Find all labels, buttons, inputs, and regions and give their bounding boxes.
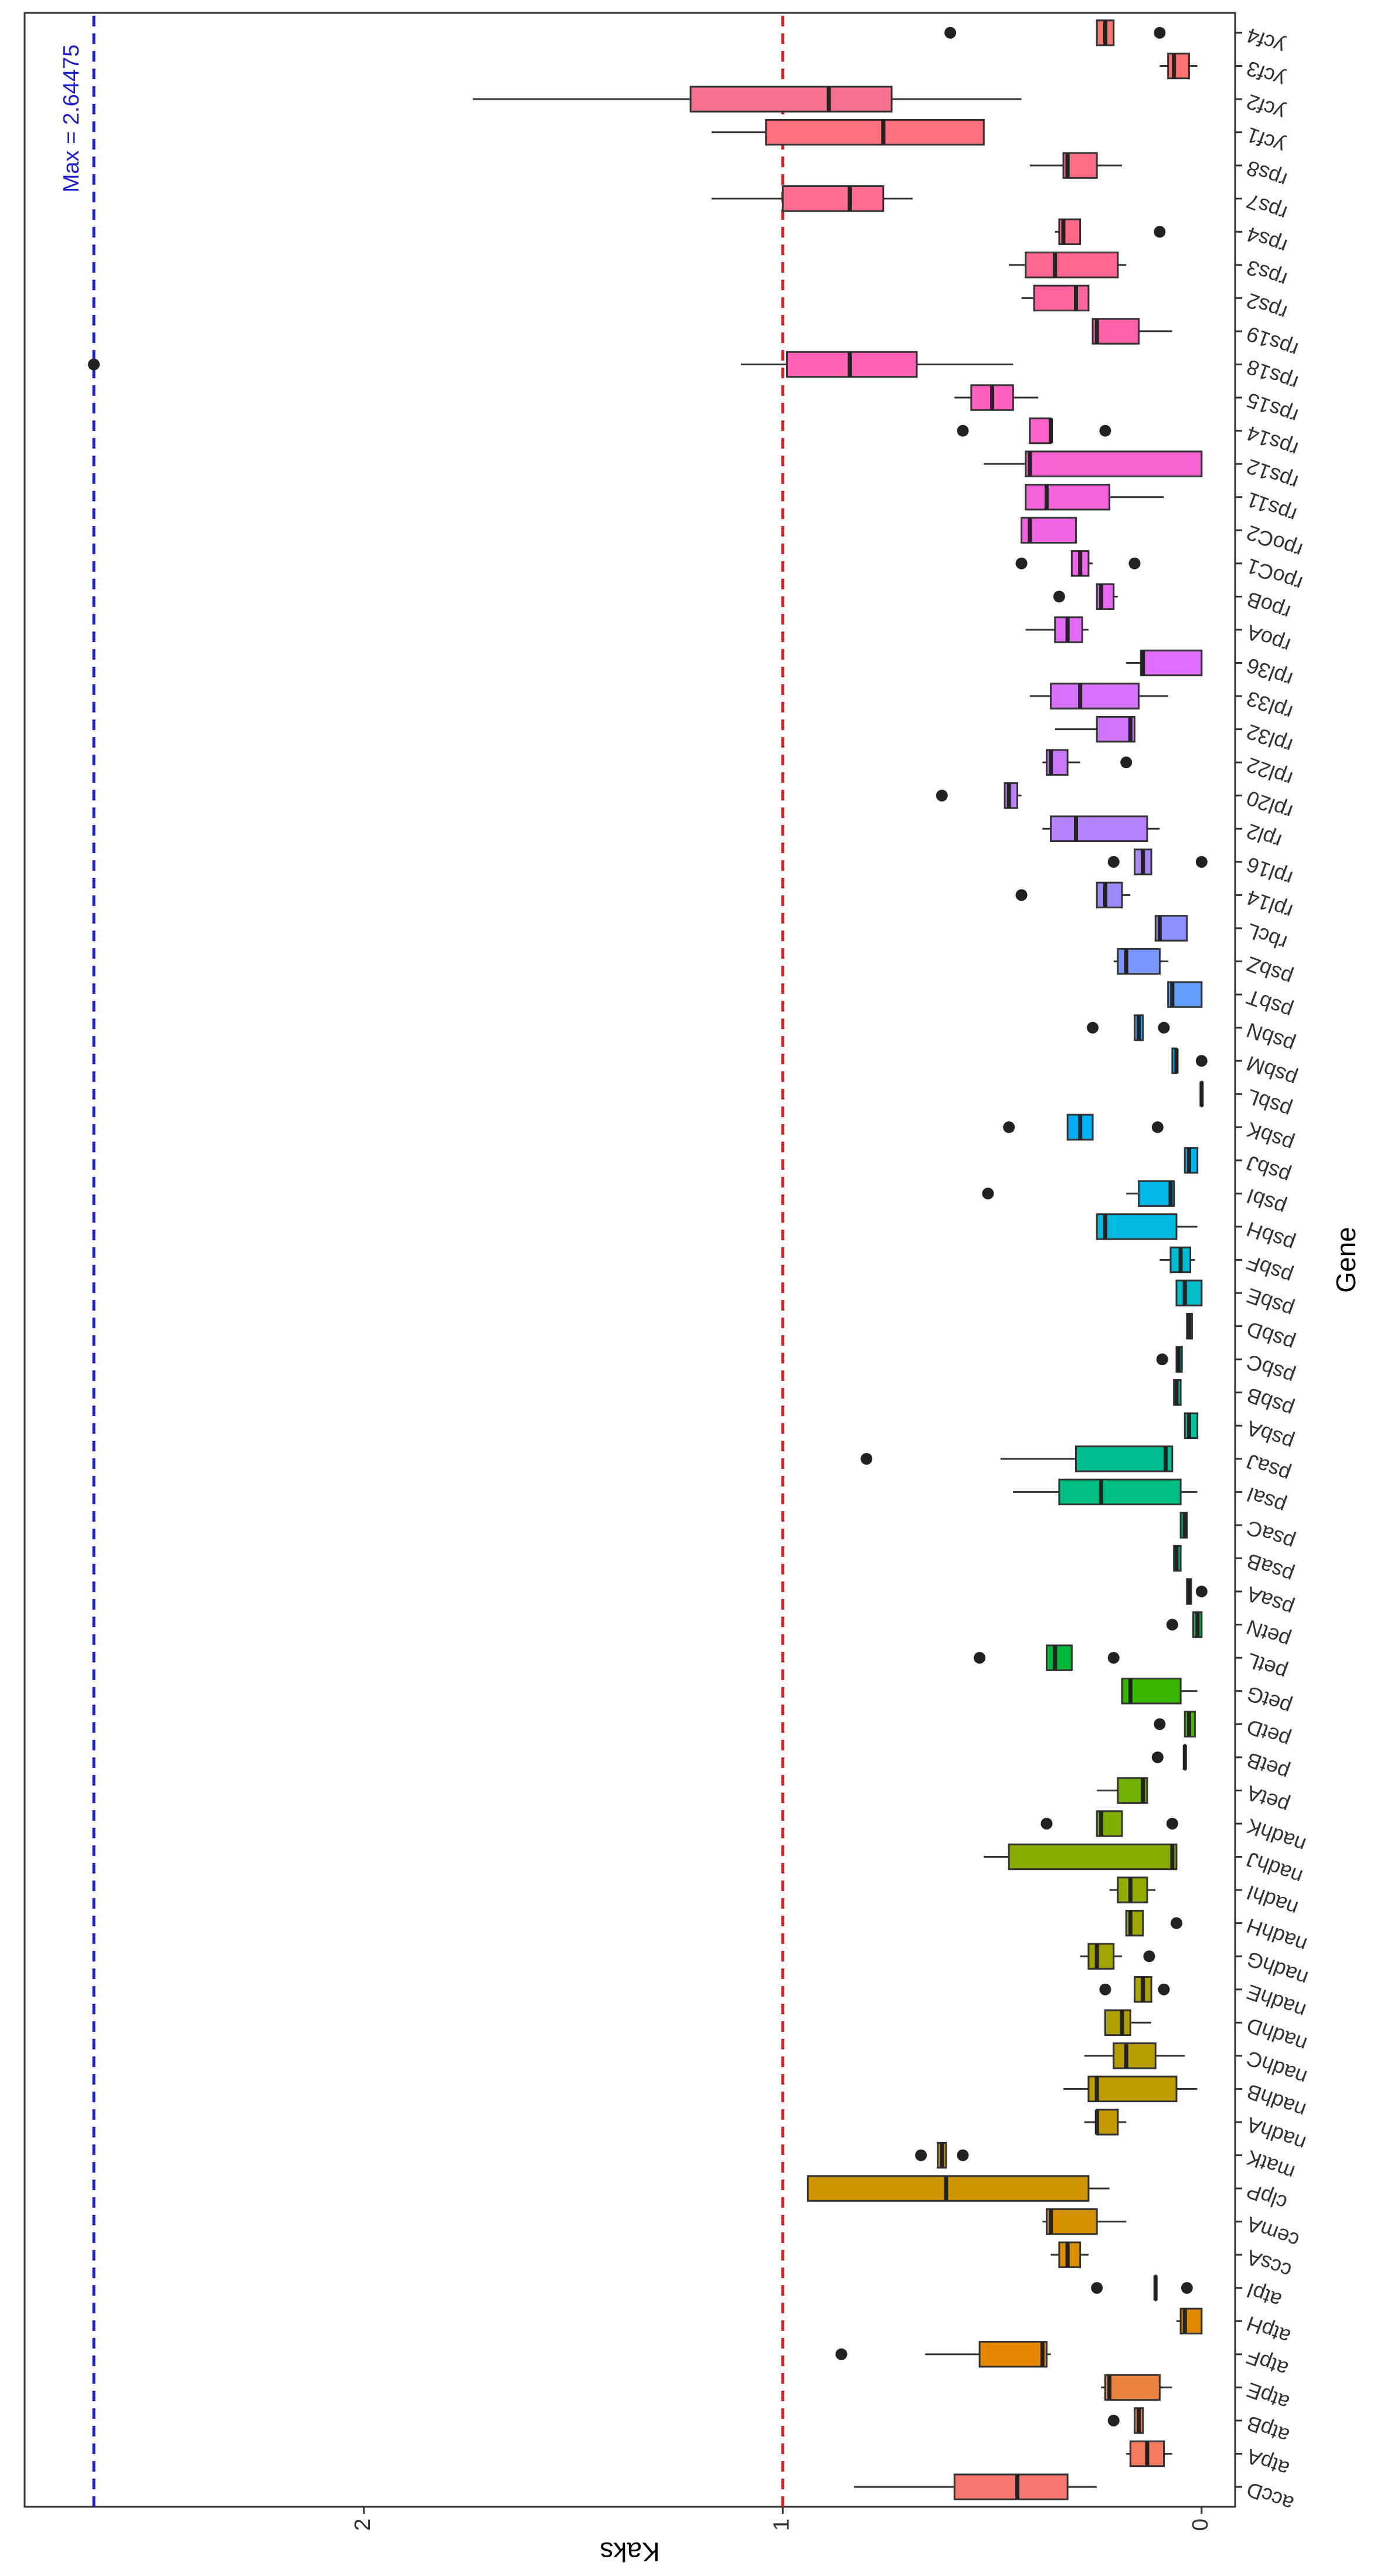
box (978, 2341, 1048, 2368)
outlier (1166, 1817, 1178, 1830)
box (1096, 2109, 1119, 2136)
outlier (957, 2149, 969, 2161)
outlier (1154, 26, 1166, 39)
outlier (1015, 557, 1028, 569)
box (807, 2175, 1090, 2202)
outlier (1099, 425, 1111, 437)
outlier (1040, 1817, 1053, 1830)
box (1121, 1678, 1182, 1705)
outlier (1195, 856, 1208, 868)
outlier (1143, 1950, 1155, 1963)
box (1167, 981, 1203, 1008)
outlier (1151, 1121, 1164, 1133)
box (1117, 1876, 1148, 1903)
box (689, 86, 893, 113)
box (1033, 284, 1090, 312)
outlier (957, 425, 969, 437)
box (1175, 1279, 1203, 1306)
outlier (1120, 756, 1133, 769)
box (1091, 318, 1140, 345)
box (1025, 484, 1111, 511)
outlier (1156, 1353, 1168, 1366)
box (1184, 1147, 1199, 1174)
outlier (1107, 2414, 1120, 2426)
box (1008, 1843, 1178, 1871)
outlier (1053, 590, 1065, 603)
outlier (982, 1187, 994, 1200)
box (1050, 815, 1148, 842)
box (1096, 715, 1136, 743)
box (1140, 649, 1203, 677)
outlier (974, 1652, 986, 1664)
box (1050, 683, 1140, 710)
max-label: Max = 2.64475 (59, 45, 84, 192)
box (1045, 1644, 1073, 1671)
outlier (1195, 1586, 1208, 1598)
box (1058, 2241, 1082, 2268)
outlier (1154, 226, 1166, 238)
box (1117, 1777, 1148, 1804)
y-tick-label: 2 (351, 2519, 375, 2531)
outlier (1151, 1751, 1164, 1763)
box (1104, 2009, 1131, 2036)
box (1021, 517, 1077, 544)
box (785, 351, 918, 378)
box (1117, 948, 1161, 975)
outlier (1107, 1652, 1120, 1664)
outlier (1158, 1021, 1170, 1034)
outlier (944, 26, 957, 39)
box (1096, 1213, 1178, 1240)
box (1025, 450, 1203, 477)
box (1096, 881, 1123, 909)
box (1058, 1478, 1182, 1506)
box (1096, 1810, 1123, 1837)
box (1167, 52, 1190, 80)
outlier (1154, 1718, 1166, 1730)
outlier (1195, 1055, 1208, 1067)
box (1087, 1943, 1115, 1970)
outlier (861, 1452, 873, 1465)
outlier (1099, 1983, 1111, 1995)
box (1062, 152, 1098, 179)
box (1184, 1412, 1199, 1439)
box (1138, 1180, 1175, 1207)
outlier (1015, 889, 1028, 901)
box (1004, 782, 1018, 809)
box (1154, 915, 1188, 942)
box (1104, 2374, 1161, 2401)
outlier (1181, 2282, 1193, 2294)
outlier (835, 2348, 848, 2360)
box (1113, 2042, 1157, 2069)
box (781, 185, 885, 212)
outlier (88, 358, 100, 371)
outlier (915, 2149, 927, 2161)
box (765, 118, 985, 146)
box (1045, 2208, 1098, 2235)
y-tick-label: 0 (1188, 2519, 1213, 2531)
outlier (1128, 557, 1141, 569)
outlier (1107, 856, 1120, 868)
box (953, 2473, 1069, 2500)
box (1087, 2075, 1178, 2103)
outlier (1087, 1021, 1099, 1034)
y-tick-label: 1 (769, 2519, 794, 2531)
outlier (1166, 1618, 1178, 1631)
outlier (1158, 1983, 1170, 1995)
outlier (1091, 2282, 1103, 2294)
y-axis-title: Kaks (600, 2537, 659, 2567)
x-axis-title: Gene (1331, 1227, 1361, 1293)
box (1074, 1445, 1174, 1472)
box (1029, 417, 1052, 444)
outlier (936, 789, 948, 802)
outlier (1003, 1121, 1015, 1133)
box (1025, 252, 1119, 279)
outlier (1170, 1917, 1182, 1929)
